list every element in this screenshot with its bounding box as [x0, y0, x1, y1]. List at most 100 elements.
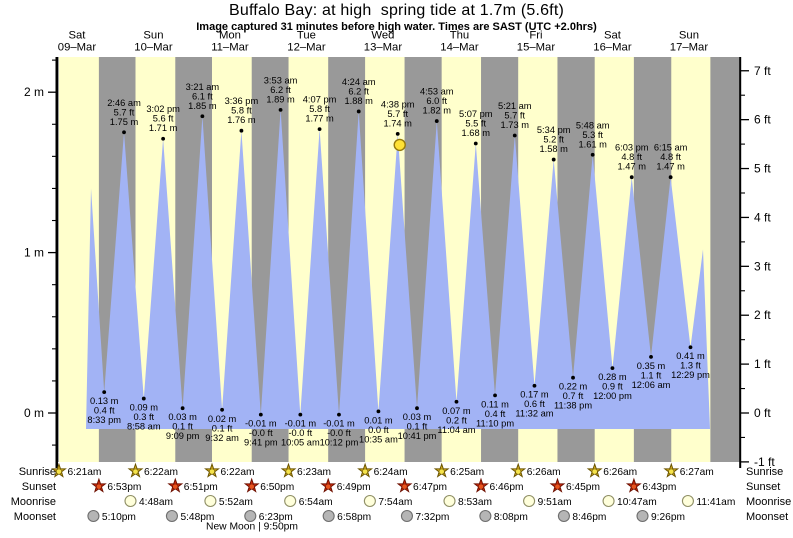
sunset-icon-center	[325, 483, 332, 490]
tide-annotation-line: 5:48 am	[576, 120, 610, 130]
moonrise-icon	[124, 494, 137, 508]
tide-annotation-line: 0.1 ft	[212, 423, 233, 433]
tide-annotation-line: 4:07 pm	[303, 95, 337, 105]
astro-row-label-left: Moonrise	[11, 496, 56, 508]
low-tide-dot	[180, 406, 185, 411]
astro-row-label-left: Moonset	[14, 511, 56, 523]
tide-annotation-line: 6:15 am	[654, 143, 688, 153]
low-tide-dot	[376, 409, 381, 414]
tide-annotations: 0.13 m0.4 ft8:33 pm2:46 am5.7 ft1.75 m0.…	[87, 75, 710, 447]
moonset-icon	[636, 509, 649, 523]
y-axis-right-tick-label: 3 ft	[754, 259, 771, 273]
astro-time-label: 6:25am	[450, 467, 484, 478]
low-tide-dot	[532, 383, 537, 388]
astro-time-label: 6:23am	[297, 467, 331, 478]
tide-annotation-line: 10:35 am	[359, 434, 398, 444]
astro-time-label: 4:48am	[139, 497, 173, 508]
sunrise-icon-center	[515, 468, 522, 475]
tide-annotation-line: 9:09 pm	[166, 431, 200, 441]
sunrise-icon-center	[55, 468, 62, 475]
sunrise-icon-center	[438, 468, 445, 475]
high-tide-dot	[161, 136, 166, 141]
y-axis-left: 2 m 1 m 0 m	[24, 57, 58, 468]
astro-time-label: 6:26am	[527, 467, 561, 478]
moonset-icon	[322, 509, 335, 523]
tide-annotation-line: 0.2 ft	[446, 415, 467, 425]
high-tide-dot	[122, 130, 126, 135]
y-axis-left-tick-label: 1 m	[24, 246, 44, 260]
tide-annotation-line: 5.2 ft	[543, 135, 564, 145]
tide-annotation-line: 0.6 ft	[524, 399, 545, 409]
y-axis-right-tick-label: 6 ft	[754, 113, 771, 127]
moonrise-icon	[681, 494, 694, 508]
moonset-icon	[557, 509, 570, 523]
tide-annotation-line: -0.0 ft	[249, 428, 273, 438]
tide-annotation-line: 9:41 pm	[244, 438, 278, 448]
astro-time-label: 8:46pm	[572, 512, 606, 523]
tide-annotation-line: 10:41 pm	[398, 431, 437, 441]
high-tide-dot	[434, 119, 439, 123]
astro-time-label: 5:48pm	[180, 512, 214, 523]
astro-time-label: 6:22am	[221, 467, 255, 478]
tide-annotation-line: 1.74 m	[384, 118, 413, 128]
tide-annotation-line: 3:36 pm	[225, 96, 259, 106]
low-tide-dot	[649, 354, 653, 359]
tide-annotation-line: 1.1 ft	[641, 370, 662, 380]
tide-annotation-line: 0.7 ft	[563, 391, 584, 401]
tide-annotation-line: 1.68 m	[462, 128, 491, 138]
high-tide-annotation: 6:03 pm4.8 ft1.47 m	[615, 143, 649, 172]
tide-annotation-line: 5:21 am	[498, 101, 532, 111]
low-tide-dot	[141, 396, 146, 401]
low-tide-dot	[337, 412, 341, 417]
tide-annotation-line: 8:58 am	[127, 422, 161, 432]
tide-annotation-line: 12:29 pm	[671, 370, 710, 380]
date-label-date: 17–Mar	[670, 42, 709, 54]
tide-annotation-line: 5:34 pm	[537, 125, 571, 135]
astro-time-label: 10:47am	[617, 497, 657, 508]
y-axis-left-tick-label: 2 m	[24, 85, 44, 99]
date-label-date: 13–Mar	[364, 42, 403, 54]
tide-annotation-line: 0.9 ft	[602, 382, 623, 392]
date-label-date: 09–Mar	[58, 42, 97, 54]
tide-annotation-line: 3:02 pm	[146, 104, 180, 114]
current-time-marker	[393, 138, 406, 152]
date-label-dow: Thu	[450, 30, 469, 42]
moonrise-icon	[363, 494, 376, 508]
high-tide-dot	[590, 152, 595, 157]
high-tide-annotation: 4:24 am6.2 ft1.88 m	[342, 77, 376, 106]
date-label-date: 14–Mar	[440, 42, 479, 54]
tide-annotation-line: 0.22 m	[559, 382, 588, 392]
moonset-icon	[244, 509, 257, 523]
high-tide-annotation: 3:02 pm5.6 ft1.71 m	[146, 104, 180, 133]
chart-title: Buffalo Bay: at high spring tide at 1.7m…	[228, 2, 565, 19]
date-label-dow: Fri	[529, 30, 542, 42]
y-axis-right-tick-label: 4 ft	[754, 210, 771, 224]
moonset-icon	[87, 509, 100, 523]
low-tide-dot	[688, 345, 693, 350]
tide-annotation-line: 0.3 ft	[133, 412, 154, 422]
chart-subtitle: Image captured 31 minutes before high wa…	[196, 21, 597, 33]
moonset-row: Moonset Moonset 5:10pm 5:48pm 6:23pm 6:58pm 7:…	[14, 509, 788, 523]
tide-annotation-line: 9:32 am	[205, 433, 239, 443]
low-tide-dot	[415, 406, 419, 411]
tide-annotation-line: 1.3 ft	[680, 361, 701, 371]
astro-row-label-right: Moonset	[746, 511, 788, 523]
tide-annotation-line: 1.85 m	[188, 101, 217, 111]
moonrise-icon	[602, 494, 615, 508]
tide-annotation-line: 4:53 am	[420, 87, 454, 97]
astro-time-label: 6:58pm	[337, 512, 371, 523]
low-tide-annotation: 0.13 m0.4 ft8:33 pm	[87, 396, 121, 425]
high-tide-annotation: 3:36 pm5.8 ft1.76 m	[225, 96, 259, 125]
tide-annotation-line: 1.76 m	[227, 115, 256, 125]
sunset-icon-center	[172, 483, 179, 490]
high-tide-dot	[395, 132, 400, 136]
high-tide-annotation: 5:07 pm5.5 ft1.68 m	[459, 109, 493, 138]
tide-annotation-line: 11:32 am	[515, 409, 553, 419]
astro-time-label: 8:53am	[458, 497, 492, 508]
